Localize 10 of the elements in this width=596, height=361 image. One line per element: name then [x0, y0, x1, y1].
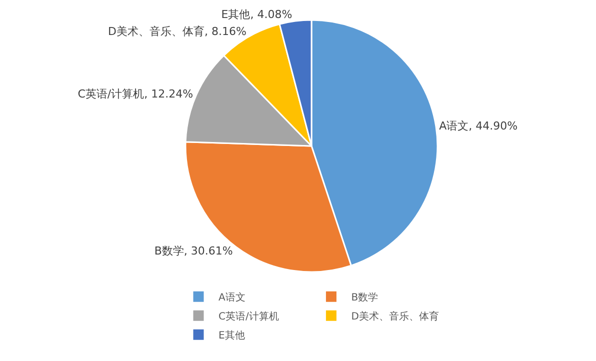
- legend-label: D美术、音乐、体育: [351, 310, 439, 322]
- legend-label: B数学: [351, 291, 378, 304]
- data-label: B数学, 30.61%: [154, 244, 233, 258]
- data-label: C英语/计算机, 12.24%: [78, 87, 194, 100]
- data-label: A语文, 44.90%: [439, 119, 518, 132]
- legend-label: A语文: [218, 291, 246, 304]
- data-label: D美术、音乐、体育, 8.16%: [108, 24, 246, 38]
- data-label: E其他, 4.08%: [221, 8, 292, 22]
- legend-label: E其他: [218, 329, 245, 342]
- legend-label: C英语/计算机: [218, 310, 279, 322]
